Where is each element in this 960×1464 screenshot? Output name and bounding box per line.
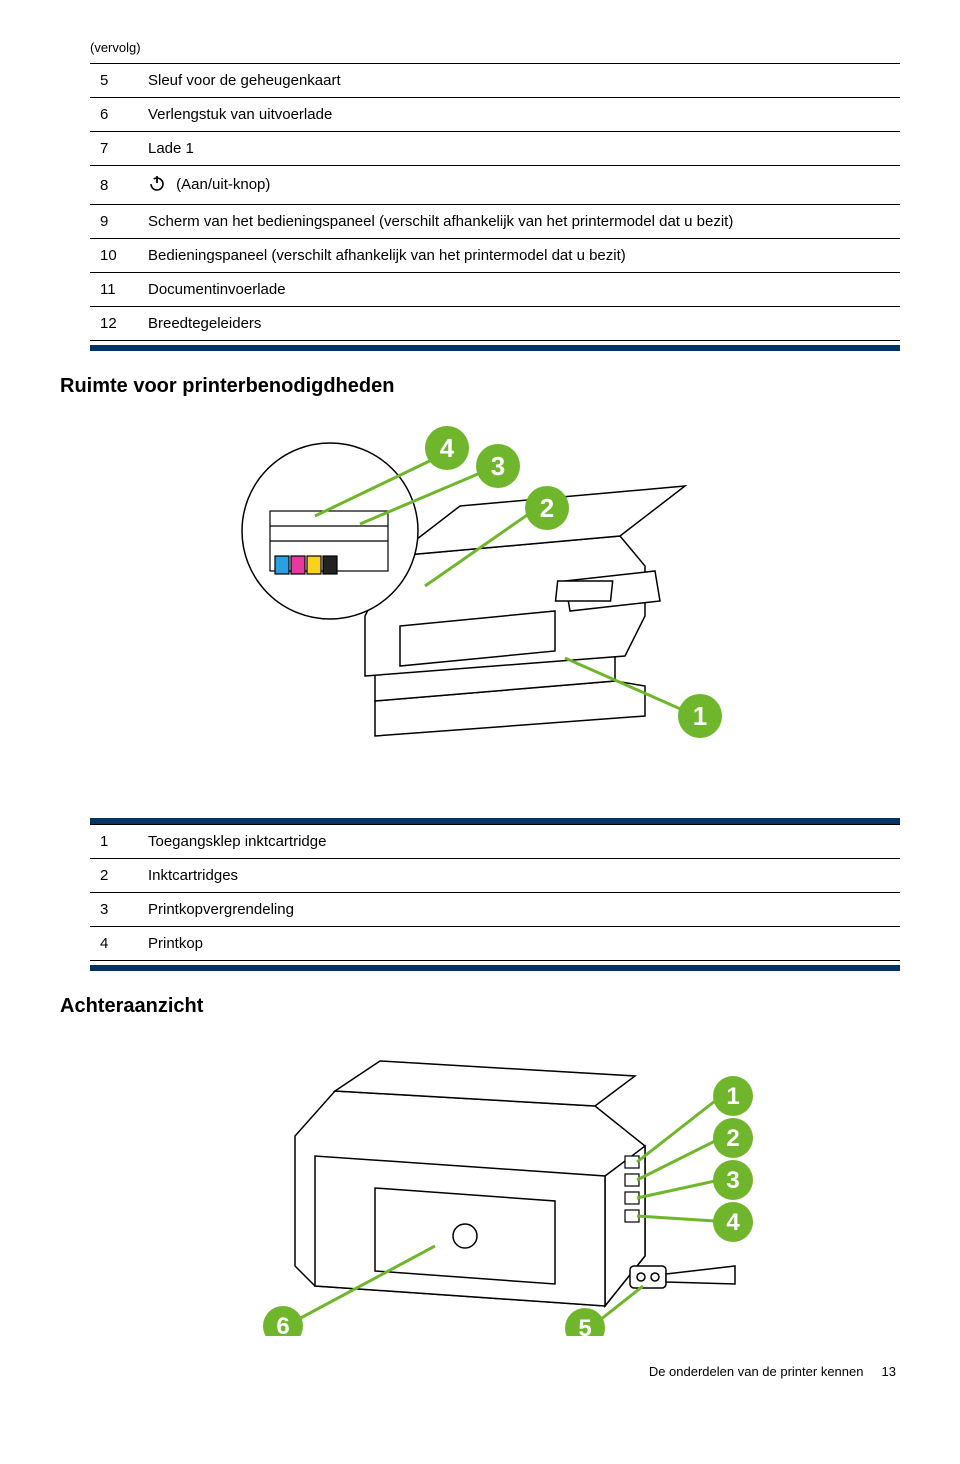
parts-table-supplies: 1 Toegangsklep inktcartridge 2 Inktcartr…: [90, 824, 900, 961]
callout-3: 3: [726, 1167, 739, 1194]
table-row: 8 (Aan/uit-knop): [90, 166, 900, 205]
row-label: Sleuf voor de geheugenkaart: [138, 64, 900, 98]
row-number: 6: [90, 98, 138, 132]
row-label: Breedtegeleiders: [138, 307, 900, 341]
section-title-supplies: Ruimte voor printerbenodigdheden: [60, 375, 900, 398]
callout-1: 1: [726, 1083, 739, 1110]
callout-3: 3: [491, 451, 505, 481]
row-label: Inktcartridges: [138, 859, 900, 893]
row-label: Lade 1: [138, 132, 900, 166]
footer-text: De onderdelen van de printer kennen: [649, 1364, 864, 1379]
row-label: Verlengstuk van uitvoerlade: [138, 98, 900, 132]
page-footer: De onderdelen van de printer kennen 13: [90, 1364, 900, 1379]
table-row: 2 Inktcartridges: [90, 859, 900, 893]
table-row: 9 Scherm van het bedieningspaneel (versc…: [90, 205, 900, 239]
callout-1: 1: [693, 701, 707, 731]
parts-table-continued: 5 Sleuf voor de geheugenkaart 6 Verlengs…: [90, 63, 900, 341]
row-number: 7: [90, 132, 138, 166]
row-number: 1: [90, 825, 138, 859]
row-number: 8: [90, 166, 138, 205]
table-end-rule: [90, 965, 900, 971]
table-row: 7 Lade 1: [90, 132, 900, 166]
table-row: 4 Printkop: [90, 927, 900, 961]
table-row: 3 Printkopvergrendeling: [90, 893, 900, 927]
callout-6: 6: [276, 1313, 289, 1336]
diagram-back: 1 2 3 4 5 6: [90, 1036, 900, 1340]
table-row: 10 Bedieningspaneel (verschilt afhankeli…: [90, 239, 900, 273]
row-number: 11: [90, 273, 138, 307]
callout-2: 2: [726, 1125, 739, 1152]
row-label-text: (Aan/uit-knop): [172, 176, 270, 193]
continued-label: (vervolg): [90, 40, 900, 55]
row-number: 12: [90, 307, 138, 341]
row-label: Printkop: [138, 927, 900, 961]
power-icon: [148, 174, 166, 196]
row-number: 4: [90, 927, 138, 961]
table-end-rule: [90, 345, 900, 351]
row-number: 2: [90, 859, 138, 893]
row-number: 5: [90, 64, 138, 98]
table-row: 12 Breedtegeleiders: [90, 307, 900, 341]
row-number: 10: [90, 239, 138, 273]
row-label: (Aan/uit-knop): [138, 166, 900, 205]
row-number: 3: [90, 893, 138, 927]
table-row: 5 Sleuf voor de geheugenkaart: [90, 64, 900, 98]
table-row: 11 Documentinvoerlade: [90, 273, 900, 307]
row-label: Bedieningspaneel (verschilt afhankelijk …: [138, 239, 900, 273]
table-row: 1 Toegangsklep inktcartridge: [90, 825, 900, 859]
row-number: 9: [90, 205, 138, 239]
row-label: Toegangsklep inktcartridge: [138, 825, 900, 859]
callout-4: 4: [440, 433, 455, 463]
diagram-supplies: 1 2 3 4: [90, 416, 900, 800]
table-row: 6 Verlengstuk van uitvoerlade: [90, 98, 900, 132]
callout-2: 2: [540, 493, 554, 523]
callout-5: 5: [578, 1315, 591, 1336]
row-label: Scherm van het bedieningspaneel (verschi…: [138, 205, 900, 239]
row-label: Documentinvoerlade: [138, 273, 900, 307]
footer-page-number: 13: [882, 1364, 896, 1379]
callout-4: 4: [726, 1209, 740, 1236]
row-label: Printkopvergrendeling: [138, 893, 900, 927]
section-title-backview: Achteraanzicht: [60, 995, 900, 1018]
